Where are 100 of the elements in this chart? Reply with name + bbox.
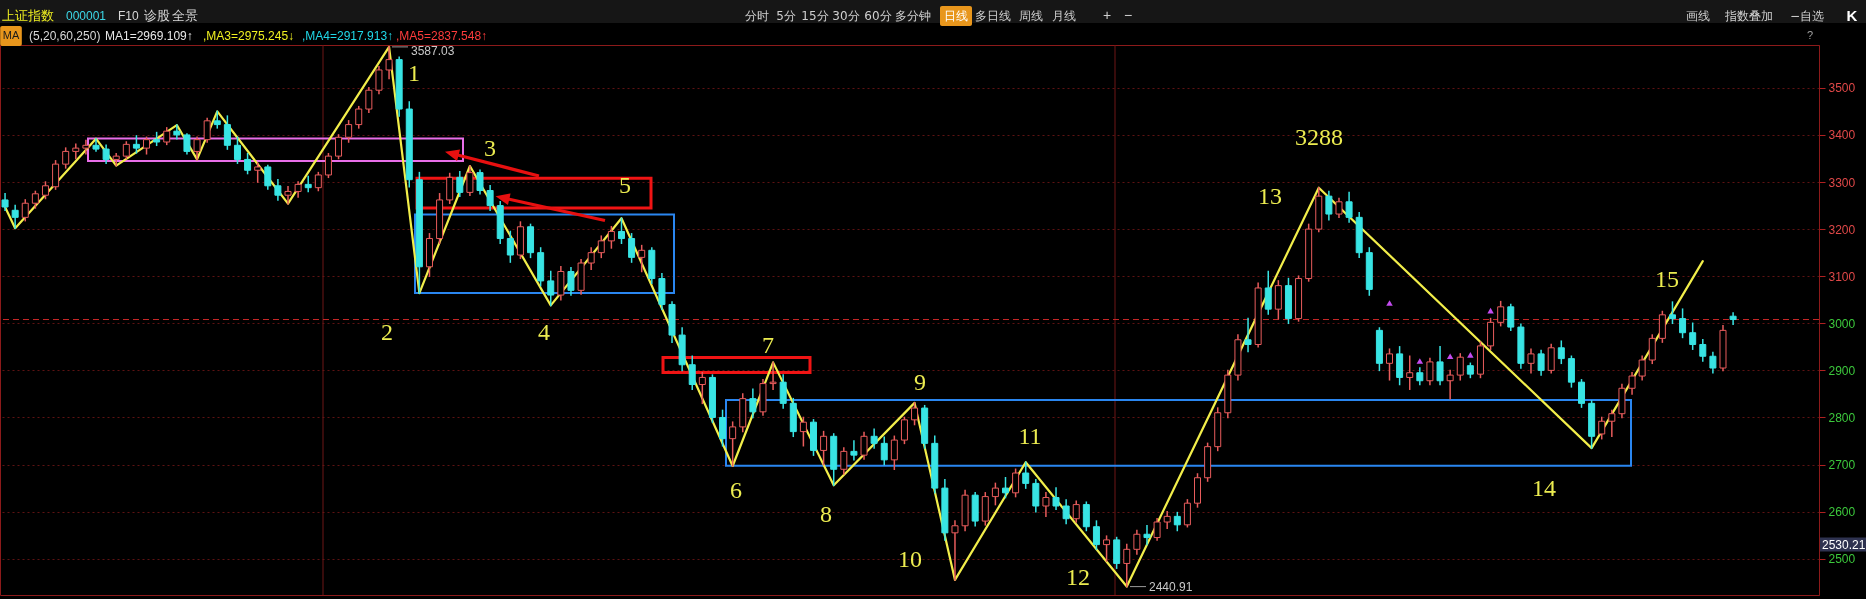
candlestick (1002, 477, 1009, 499)
annotation: 15 (1655, 266, 1679, 292)
annotation: 3288 (1295, 124, 1343, 150)
candlestick (1446, 369, 1454, 400)
candlestick (1183, 499, 1191, 528)
candlestick (597, 235, 605, 259)
candlestick (486, 185, 494, 212)
text: 诊股 (144, 8, 170, 23)
candlestick (698, 371, 706, 405)
text: 多分钟 (895, 9, 931, 23)
candlestick (62, 147, 70, 169)
text: 周线 (1019, 9, 1043, 23)
y-tick-label: 3300 (1828, 175, 1856, 190)
annotation: 13 (1258, 183, 1282, 209)
candlestick (880, 436, 888, 466)
candlestick (1022, 461, 1030, 489)
candlestick (1042, 492, 1050, 518)
candlestick (1689, 322, 1697, 350)
candlestick (264, 164, 272, 190)
candlestick (587, 247, 595, 270)
text: K (1846, 7, 1858, 24)
candlestick (1608, 409, 1616, 438)
chart-subtitle: 000001 (66, 9, 107, 23)
candlestick (547, 270, 555, 307)
candlestick (72, 143, 80, 160)
candlestick (1557, 340, 1565, 365)
candlestick (1648, 334, 1656, 365)
candlestick (1335, 197, 1343, 219)
text: 多日线 (975, 9, 1011, 23)
text: 60分 (864, 9, 892, 23)
candlestick (557, 266, 565, 301)
candlestick (1345, 191, 1353, 223)
point (1467, 352, 1474, 358)
annotation: 7 (762, 332, 774, 358)
text: 全景 (172, 8, 198, 23)
annotation: 3 (484, 135, 496, 161)
text: 30分 (832, 9, 860, 23)
text: ,MA4=2917.913↑ (302, 29, 394, 43)
candlestick (769, 361, 777, 390)
candlestick (244, 153, 252, 175)
candlestick (324, 153, 332, 179)
candlestick (1436, 346, 1444, 386)
candlestick (820, 430, 828, 466)
text: 15分 (801, 9, 829, 23)
candlestick (1082, 501, 1090, 532)
y-tick-label: 2700 (1828, 458, 1856, 473)
y-tick-label: 2500 (1828, 552, 1856, 567)
y-tick-label: 2900 (1828, 363, 1856, 378)
text: (5,20,60,250) (29, 29, 101, 43)
candlestick (1325, 190, 1333, 221)
candlestick (1598, 416, 1606, 440)
candlestick (1386, 348, 1394, 381)
candlestick (284, 185, 292, 205)
candlestick (82, 139, 90, 155)
candlestick (193, 136, 201, 161)
candlestick (567, 266, 575, 296)
y-tick-label: 3500 (1828, 81, 1856, 96)
candlestick (1527, 348, 1535, 374)
annotation: 2440.91 (1149, 580, 1193, 594)
annotation: 8 (820, 501, 832, 527)
candlestick (779, 374, 787, 409)
candlestick (1578, 379, 1586, 408)
annotation: 2 (381, 319, 393, 345)
candlestick (749, 388, 757, 419)
candlestick (911, 402, 919, 426)
candlestick (446, 172, 454, 204)
candlestick (476, 169, 484, 195)
text: − (1123, 7, 1133, 23)
candlestick (183, 133, 191, 155)
candlestick (92, 137, 100, 152)
candlestick (1264, 270, 1272, 315)
candlestick (1133, 529, 1141, 555)
candlestick (840, 447, 848, 475)
candlestick (719, 409, 727, 447)
y-tick-label: 3000 (1828, 316, 1856, 331)
point (1386, 300, 1393, 306)
candlestick (860, 431, 868, 460)
candlestick (1658, 310, 1666, 343)
candlestick (375, 65, 383, 95)
y-tick-label: 2800 (1828, 410, 1856, 425)
candlestick (1406, 355, 1414, 390)
text: 月线 (1052, 9, 1076, 23)
annotation: 10 (898, 546, 922, 572)
candlestick (203, 117, 211, 143)
candlestick (890, 435, 898, 471)
candlestick (638, 244, 646, 273)
candlestick (1547, 343, 1555, 374)
candlestick (1052, 487, 1060, 511)
candlestick (1062, 499, 1070, 525)
annotation: 5 (619, 172, 631, 198)
text: 画线 (1686, 9, 1710, 23)
annotation: 1 (408, 60, 420, 86)
candlestick (1113, 536, 1121, 569)
annotation: 11 (1018, 423, 1042, 449)
annotation: 4 (538, 319, 550, 345)
candlestick (607, 226, 615, 249)
candlestick (1628, 371, 1636, 395)
candlestick (1426, 357, 1434, 386)
candlestick (456, 170, 464, 197)
candlestick (1679, 308, 1687, 339)
